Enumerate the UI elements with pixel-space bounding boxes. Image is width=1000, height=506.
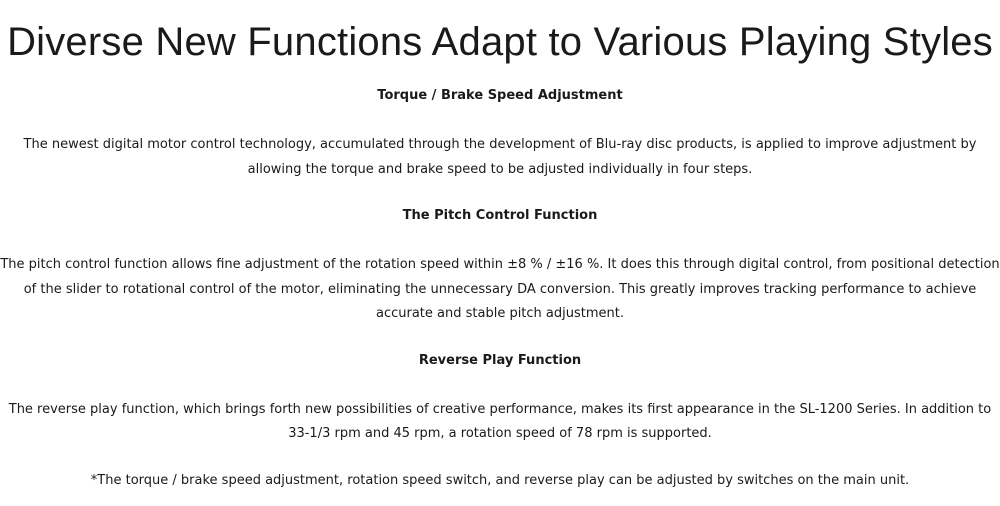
paragraph-line: 33-1/3 rpm and 45 rpm, a rotation speed … [288, 426, 712, 441]
paragraph-line: The reverse play function, which brings … [8, 401, 992, 417]
footnote: *The torque / brake speed adjustment, ro… [90, 472, 910, 488]
page-title: Diverse New Functions Adapt to Various P… [7, 20, 993, 64]
paragraph-line: The pitch control function allows fine a… [0, 257, 1000, 272]
section-heading: Reverse Play Function [418, 352, 582, 368]
paragraph-line: The newest digital motor control technol… [23, 137, 977, 152]
paragraph-line: of the slider to rotational control of t… [23, 281, 977, 297]
paragraph-line: allowing the torque and brake speed to b… [247, 161, 753, 177]
paragraph-line: accurate and stable pitch adjustment. [375, 306, 624, 321]
section-heading: The Pitch Control Function [402, 208, 598, 223]
section-heading: Torque / Brake Speed Adjustment [377, 88, 623, 103]
